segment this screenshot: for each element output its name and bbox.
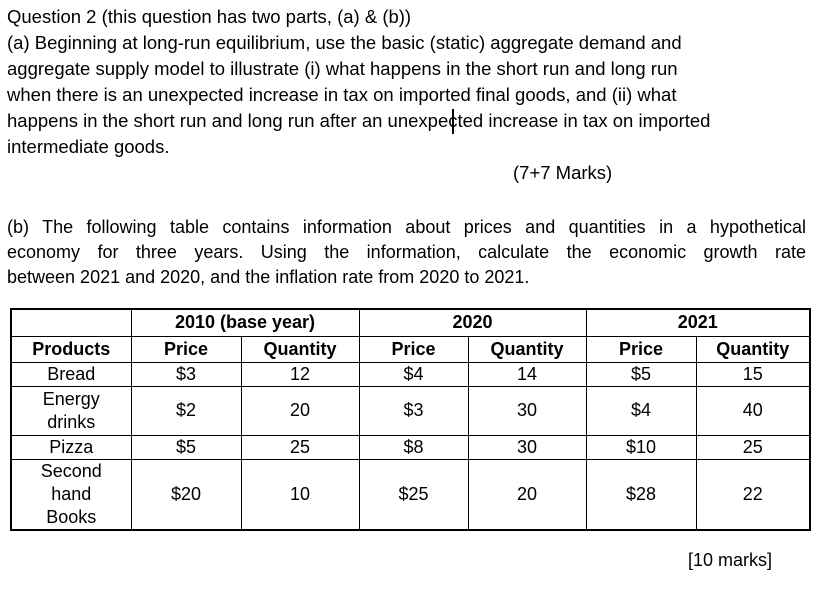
- column-header-price: Price: [585, 335, 697, 363]
- column-header-row: Products Price Quantity Price Quantity P…: [10, 335, 811, 363]
- question-text-line: happens in the short run and long run af…: [7, 110, 711, 131]
- part-a-marks: (7+7 Marks): [513, 162, 613, 183]
- year-header-2020: 2020: [358, 308, 587, 337]
- year-header-2021: 2021: [585, 308, 811, 337]
- value-cell: 20: [467, 458, 587, 530]
- question-text-line: between 2021 and 2020, and the inflation…: [7, 267, 530, 287]
- value-cell: $10: [585, 434, 697, 460]
- value-cell: $20: [130, 458, 242, 530]
- product-cell: Second hand Books: [10, 458, 132, 530]
- value-cell: $5: [130, 434, 242, 460]
- question-text-line: (a) Beginning at long-run equilibrium, u…: [7, 32, 682, 53]
- value-cell: 14: [467, 361, 587, 387]
- table-row: Second hand Books $20 10 $25 20 $28 22: [10, 458, 811, 530]
- product-cell: Energy drinks: [10, 385, 132, 436]
- value-cell: 25: [240, 434, 360, 460]
- question-block-b: (b) The following table contains informa…: [7, 215, 806, 290]
- product-cell: Pizza: [10, 434, 132, 460]
- column-header-price: Price: [130, 335, 242, 363]
- column-header-quantity: Quantity: [467, 335, 587, 363]
- value-cell: 20: [240, 385, 360, 436]
- value-cell: 12: [240, 361, 360, 387]
- value-cell: $3: [358, 385, 469, 436]
- value-cell: 30: [467, 434, 587, 460]
- question-text-line: when there is an unexpected increase in …: [7, 84, 677, 105]
- product-cell: Bread: [10, 361, 132, 387]
- question-text-line: aggregate supply model to illustrate (i)…: [7, 58, 678, 79]
- prices-quantities-table: 2010 (base year) 2020 2021 Products Pric…: [10, 308, 812, 531]
- value-cell: 10: [240, 458, 360, 530]
- column-header-price: Price: [358, 335, 469, 363]
- column-header-products: Products: [10, 335, 132, 363]
- value-cell: $8: [358, 434, 469, 460]
- value-cell: $3: [130, 361, 242, 387]
- value-cell: 40: [695, 385, 811, 436]
- column-header-quantity: Quantity: [240, 335, 360, 363]
- value-cell: 15: [695, 361, 811, 387]
- value-cell: $4: [358, 361, 469, 387]
- column-header-quantity: Quantity: [695, 335, 811, 363]
- question-title: Question 2 (this question has two parts,…: [7, 6, 412, 27]
- value-cell: 22: [695, 458, 811, 530]
- value-cell: $5: [585, 361, 697, 387]
- text-cursor: [452, 109, 454, 134]
- empty-header-cell: [10, 308, 132, 337]
- question-block-a: Question 2 (this question has two parts,…: [7, 4, 710, 186]
- value-cell: 30: [467, 385, 587, 436]
- table-row: Pizza $5 25 $8 30 $10 25: [10, 434, 811, 460]
- question-text-line: economy for three years. Using the infor…: [7, 242, 806, 262]
- year-header-row: 2010 (base year) 2020 2021: [10, 308, 811, 337]
- question-text-line: intermediate goods.: [7, 136, 170, 157]
- value-cell: $4: [585, 385, 697, 436]
- table-row: Bread $3 12 $4 14 $5 15: [10, 361, 811, 387]
- table-row: Energy drinks $2 20 $3 30 $4 40: [10, 385, 811, 436]
- value-cell: $2: [130, 385, 242, 436]
- value-cell: 25: [695, 434, 811, 460]
- part-b-marks: [10 marks]: [688, 550, 773, 570]
- value-cell: $25: [358, 458, 469, 530]
- value-cell: $28: [585, 458, 697, 530]
- year-header-2010: 2010 (base year): [130, 308, 360, 337]
- question-text-line: (b) The following table contains informa…: [7, 217, 806, 237]
